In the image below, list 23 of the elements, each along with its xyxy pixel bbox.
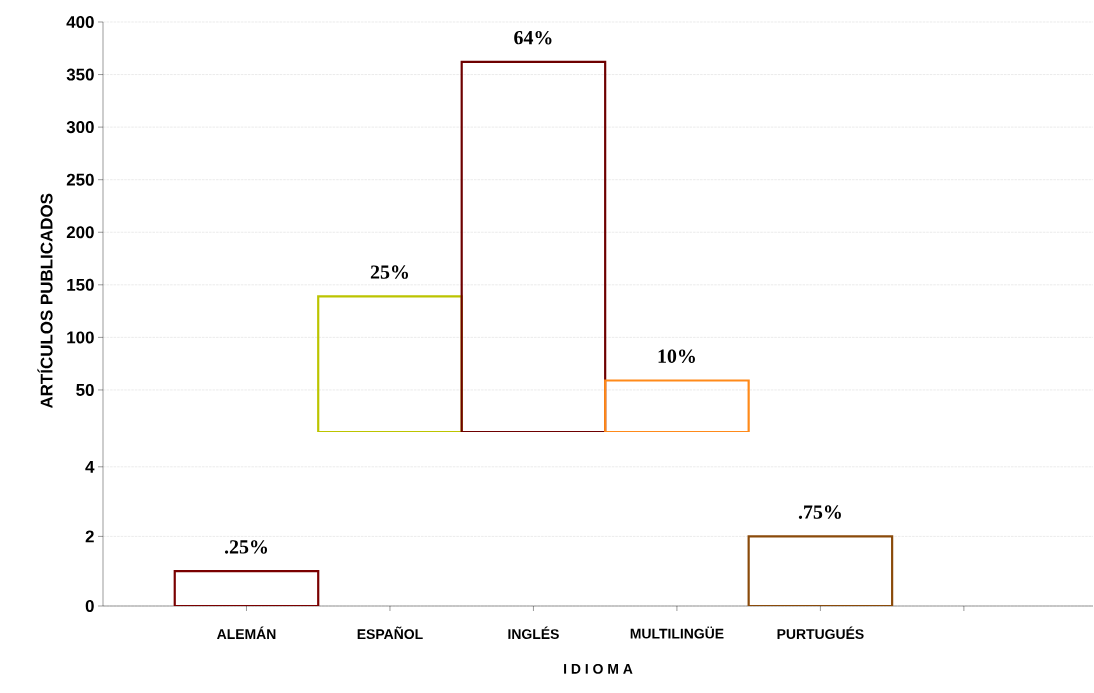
y-tick-label: 250 (66, 173, 94, 186)
y-tick-label: 150 (67, 278, 94, 291)
x-axis-title: I D I O M A (564, 663, 633, 674)
y-tick-label: 2 (85, 530, 94, 543)
y-tick-label: 100 (67, 331, 94, 344)
y-tick-label: 4 (85, 460, 95, 473)
annotation: .75% (798, 505, 841, 519)
y-tick-label: 0 (85, 600, 94, 612)
x-tick-label: INGLÉS (508, 626, 559, 640)
x-tick-label: MULTILINGÜE (630, 626, 724, 639)
annotation: 25% (370, 265, 409, 279)
y-tick-label: 400 (66, 15, 94, 28)
y-axis-title: ARTÍCULOS PUBLICADOS (37, 193, 53, 409)
x-tick-label: ALEMÁN (216, 626, 276, 639)
y-tick-label: 300 (66, 121, 94, 134)
annotation: 10% (658, 349, 695, 363)
y-tick-label: 350 (66, 68, 94, 81)
annotation: .25% (224, 540, 268, 554)
x-tick-label: ESPAÑOL (357, 626, 423, 640)
y-tick-label: 50 (76, 383, 94, 396)
y-tick-label: 200 (66, 226, 94, 239)
x-tick-label: PURTUGUÉS (777, 626, 864, 640)
annotation: 64% (514, 30, 552, 45)
